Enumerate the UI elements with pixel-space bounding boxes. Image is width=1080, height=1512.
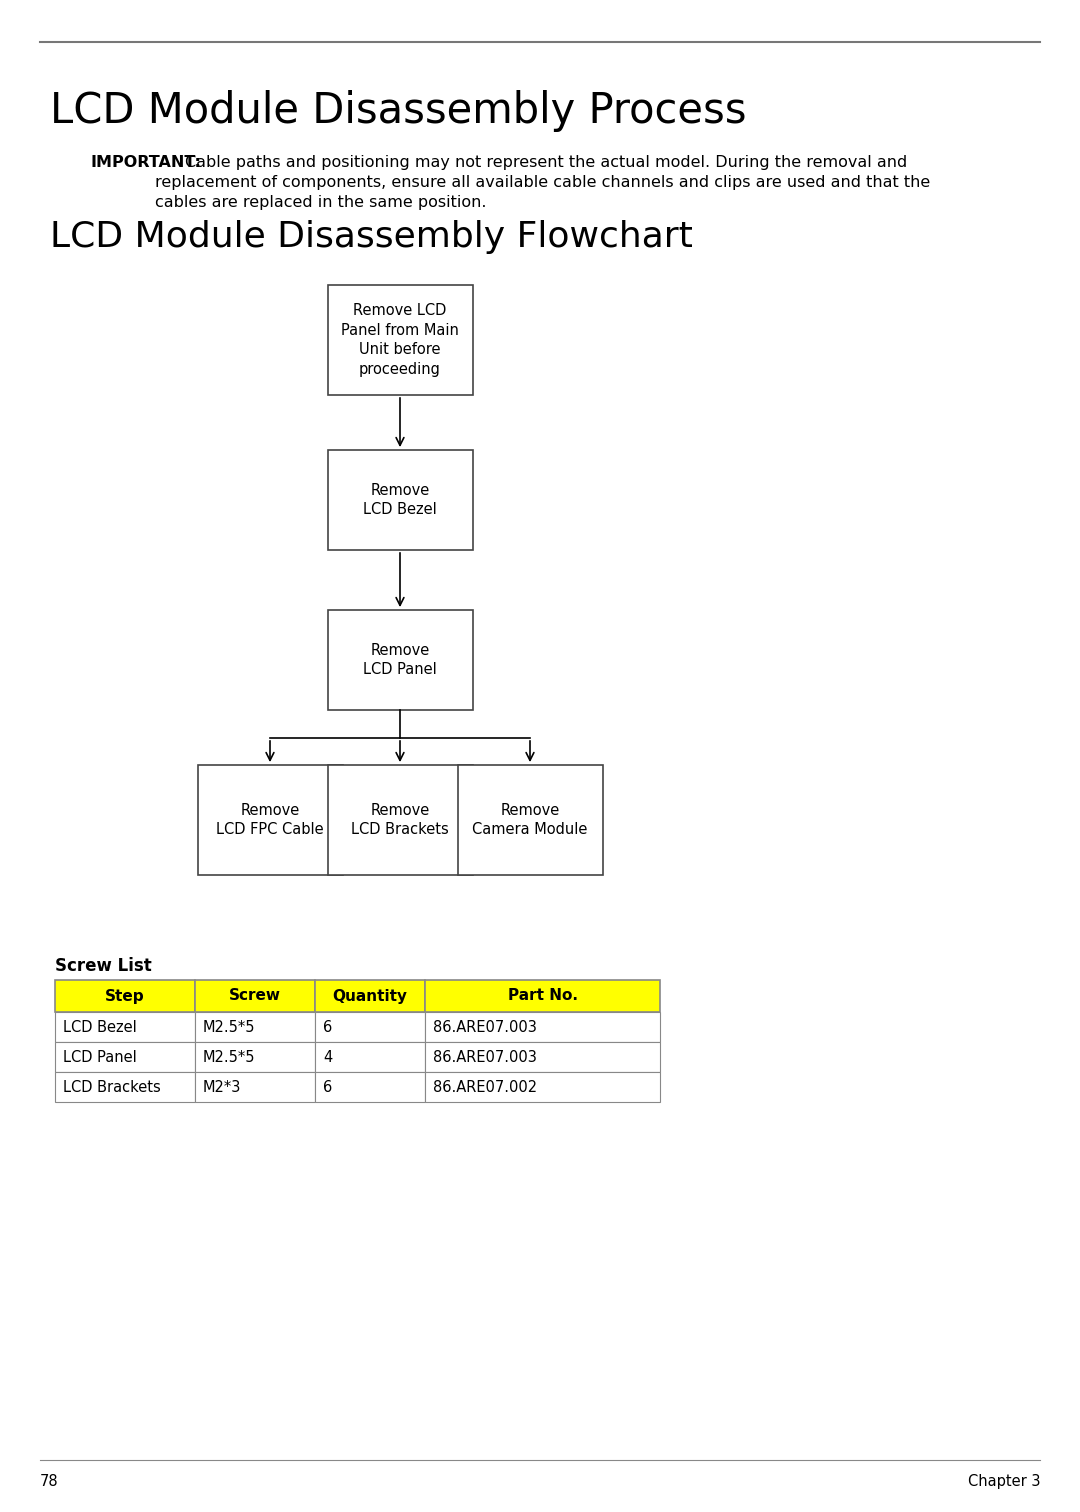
Text: IMPORTANT:: IMPORTANT: [90, 156, 201, 169]
Text: 6: 6 [323, 1080, 333, 1095]
Text: 78: 78 [40, 1474, 58, 1489]
Text: Remove
LCD Bezel: Remove LCD Bezel [363, 482, 437, 517]
Text: Remove LCD
Panel from Main
Unit before
proceeding: Remove LCD Panel from Main Unit before p… [341, 302, 459, 376]
Bar [315, 1012, 426, 1042]
Bar [315, 980, 426, 1012]
Text: replacement of components, ensure all available cable channels and clips are use: replacement of components, ensure all av… [156, 175, 930, 191]
Bar [315, 1042, 426, 1072]
Bar [458, 765, 603, 875]
Text: LCD Module Disassembly Process: LCD Module Disassembly Process [50, 91, 746, 132]
Bar [195, 980, 315, 1012]
Text: LCD Brackets: LCD Brackets [63, 1080, 161, 1095]
Text: LCD Panel: LCD Panel [63, 1049, 137, 1064]
Text: LCD Module Disassembly Flowchart: LCD Module Disassembly Flowchart [50, 221, 693, 254]
Text: 86.ARE07.003: 86.ARE07.003 [433, 1019, 537, 1034]
Text: Remove
LCD FPC Cable: Remove LCD FPC Cable [216, 803, 324, 838]
Text: Step: Step [105, 989, 145, 1004]
Text: Screw: Screw [229, 989, 281, 1004]
Text: M2.5*5: M2.5*5 [203, 1049, 256, 1064]
Bar [55, 980, 195, 1012]
Text: 6: 6 [323, 1019, 333, 1034]
Text: M2*3: M2*3 [203, 1080, 241, 1095]
Bar [198, 765, 342, 875]
Bar [327, 765, 473, 875]
Bar [55, 1012, 195, 1042]
Text: Cable paths and positioning may not represent the actual model. During the remov: Cable paths and positioning may not repr… [185, 156, 907, 169]
Text: 86.ARE07.002: 86.ARE07.002 [433, 1080, 537, 1095]
Bar [327, 284, 473, 395]
Bar [426, 1072, 660, 1102]
Bar [327, 609, 473, 711]
Bar [315, 1072, 426, 1102]
Bar [195, 1072, 315, 1102]
Text: LCD Bezel: LCD Bezel [63, 1019, 137, 1034]
Bar [327, 451, 473, 550]
Bar [426, 1042, 660, 1072]
Text: cables are replaced in the same position.: cables are replaced in the same position… [156, 195, 486, 210]
Text: Chapter 3: Chapter 3 [968, 1474, 1040, 1489]
Bar [55, 1072, 195, 1102]
Text: Screw List: Screw List [55, 957, 152, 975]
Text: Remove
Camera Module: Remove Camera Module [472, 803, 588, 838]
Text: Remove
LCD Panel: Remove LCD Panel [363, 643, 437, 677]
Bar [195, 1042, 315, 1072]
Text: 86.ARE07.003: 86.ARE07.003 [433, 1049, 537, 1064]
Text: Quantity: Quantity [333, 989, 407, 1004]
Text: M2.5*5: M2.5*5 [203, 1019, 256, 1034]
Bar [55, 1042, 195, 1072]
Text: 4: 4 [323, 1049, 333, 1064]
Bar [426, 980, 660, 1012]
Bar [195, 1012, 315, 1042]
Text: Part No.: Part No. [508, 989, 578, 1004]
Text: Remove
LCD Brackets: Remove LCD Brackets [351, 803, 449, 838]
Bar [426, 1012, 660, 1042]
